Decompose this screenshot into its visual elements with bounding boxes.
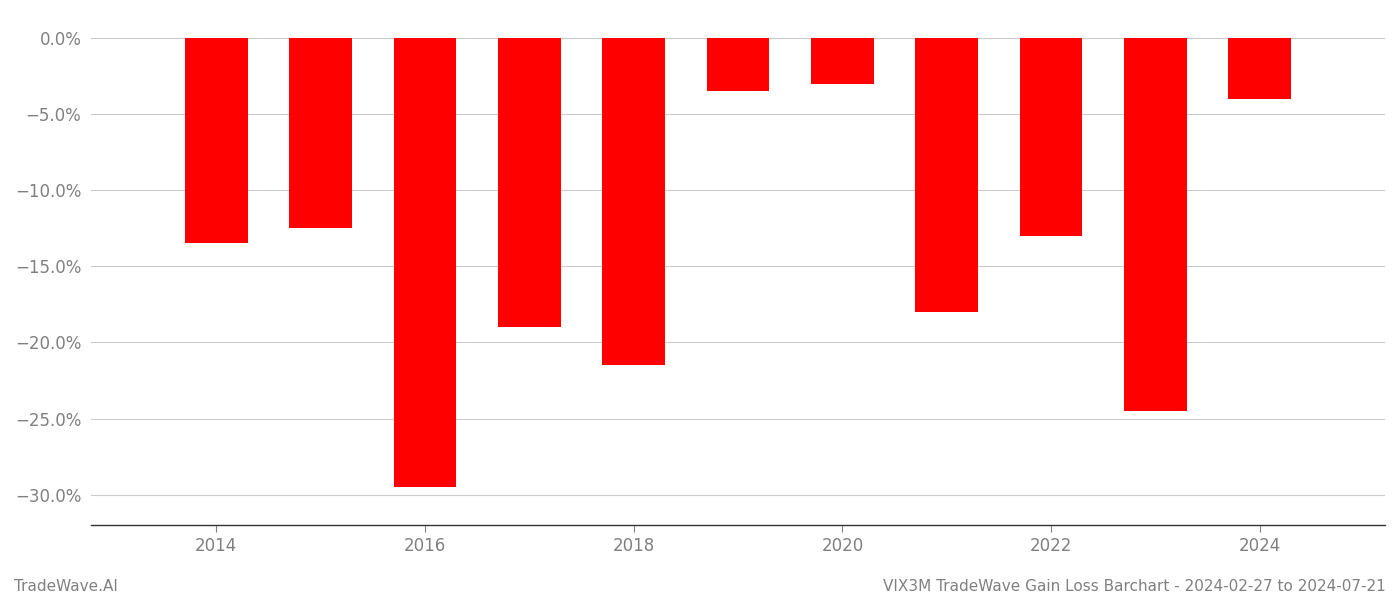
- Bar: [602, 38, 665, 365]
- Bar: [290, 38, 351, 228]
- Bar: [1019, 38, 1082, 236]
- Bar: [185, 38, 248, 244]
- Bar: [707, 38, 770, 91]
- Text: TradeWave.AI: TradeWave.AI: [14, 579, 118, 594]
- Bar: [1124, 38, 1187, 411]
- Bar: [1228, 38, 1291, 99]
- Bar: [498, 38, 560, 327]
- Text: VIX3M TradeWave Gain Loss Barchart - 2024-02-27 to 2024-07-21: VIX3M TradeWave Gain Loss Barchart - 202…: [883, 579, 1386, 594]
- Bar: [393, 38, 456, 487]
- Bar: [811, 38, 874, 83]
- Bar: [916, 38, 979, 312]
